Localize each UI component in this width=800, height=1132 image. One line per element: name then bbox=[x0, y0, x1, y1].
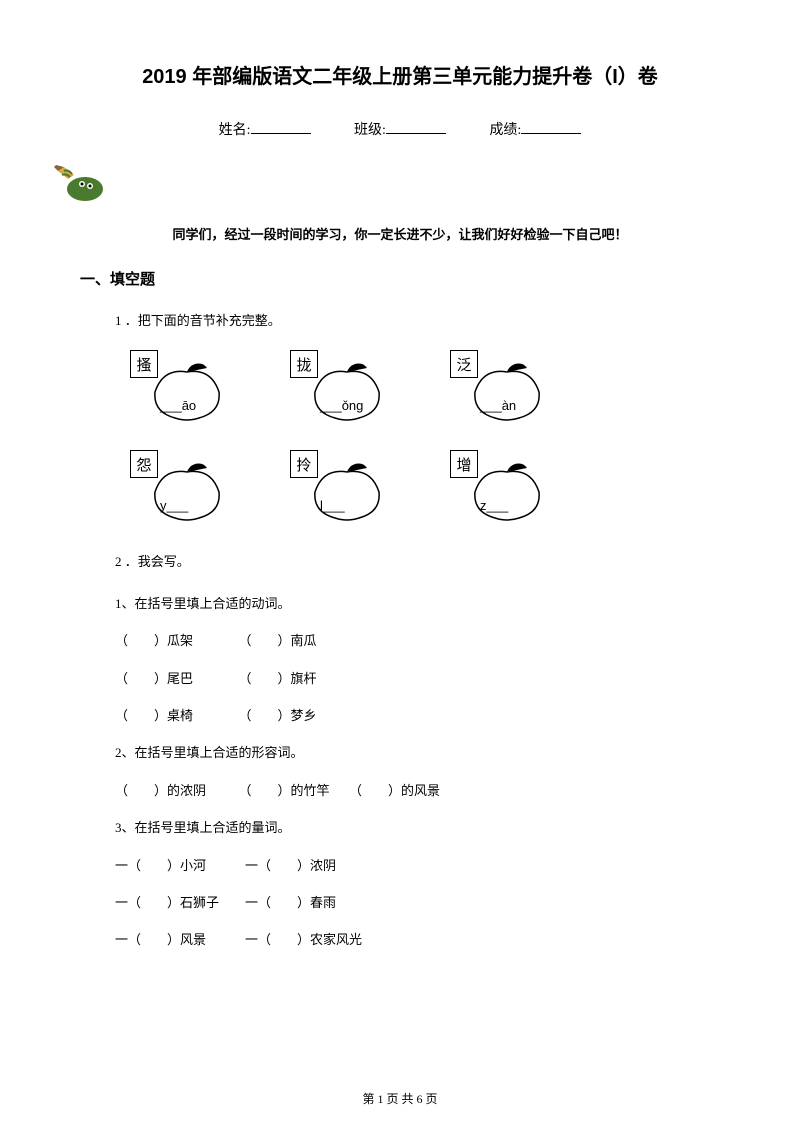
char-box: 泛 bbox=[450, 350, 478, 378]
sub-question-3: 3、在括号里填上合适的量词。 bbox=[115, 816, 720, 839]
page-title: 2019 年部编版语文二年级上册第三单元能力提升卷（I）卷 bbox=[80, 60, 720, 89]
sub-question-2: 2、在括号里填上合适的形容词。 bbox=[115, 741, 720, 764]
pinyin-text: l___ bbox=[320, 498, 345, 513]
apple-item: 泛 ___àn bbox=[450, 350, 550, 425]
student-info-line: 姓名: 班级: 成绩: bbox=[80, 119, 720, 139]
char-box: 增 bbox=[450, 450, 478, 478]
fill-line: （ ）的浓阴 （ ）的竹竿 （ ）的风景 bbox=[115, 779, 720, 802]
page-footer: 第 1 页 共 6 页 bbox=[0, 1090, 800, 1107]
footer-middle: 页 共 bbox=[383, 1092, 416, 1106]
fill-line: （ ）桌椅 （ ）梦乡 bbox=[115, 704, 720, 727]
pencil-icon bbox=[50, 159, 110, 209]
pinyin-text: ___ǒng bbox=[320, 398, 363, 413]
pinyin-text: ___àn bbox=[480, 398, 516, 413]
pinyin-text: z___ bbox=[480, 498, 508, 513]
char-box: 拎 bbox=[290, 450, 318, 478]
char-box: 拢 bbox=[290, 350, 318, 378]
fill-line: 一（ ）风景 一（ ）农家风光 bbox=[115, 928, 720, 951]
pinyin-text: ___āo bbox=[160, 398, 196, 413]
fill-line: 一（ ）石狮子 一（ ）春雨 bbox=[115, 891, 720, 914]
apple-item: 拎 l___ bbox=[290, 450, 390, 525]
fill-line: （ ）瓜架 （ ）南瓜 bbox=[115, 629, 720, 652]
footer-suffix: 页 bbox=[423, 1092, 438, 1106]
score-label: 成绩: bbox=[489, 123, 521, 138]
section-1-header: 一、填空题 bbox=[80, 268, 720, 289]
apple-item: 怨 y___ bbox=[130, 450, 230, 525]
footer-prefix: 第 bbox=[362, 1092, 377, 1106]
class-blank bbox=[386, 133, 446, 134]
char-box: 搔 bbox=[130, 350, 158, 378]
apple-item: 拢 ___ǒng bbox=[290, 350, 390, 425]
score-blank bbox=[521, 133, 581, 134]
sub-question-1: 1、在括号里填上合适的动词。 bbox=[115, 592, 720, 615]
name-blank bbox=[251, 133, 311, 134]
fill-line: （ ）尾巴 （ ）旗杆 bbox=[115, 667, 720, 690]
apple-row-2: 怨 y___ 拎 l___ 增 z___ bbox=[130, 450, 720, 525]
apple-item: 搔 ___āo bbox=[130, 350, 230, 425]
char-box: 怨 bbox=[130, 450, 158, 478]
fill-line: 一（ ）小河 一（ ）浓阴 bbox=[115, 854, 720, 877]
apple-row-1: 搔 ___āo 拢 ___ǒng 泛 ___àn bbox=[130, 350, 720, 425]
question-1-label: 1 ．把下面的音节补充完整。 bbox=[115, 309, 720, 332]
apple-item: 增 z___ bbox=[450, 450, 550, 525]
intro-text: 同学们，经过一段时间的学习，你一定长进不少，让我们好好检验一下自己吧！ bbox=[80, 224, 720, 243]
pinyin-text: y___ bbox=[160, 498, 188, 513]
class-label: 班级: bbox=[354, 123, 386, 138]
question-2-label: 2 ．我会写。 bbox=[115, 550, 720, 573]
name-label: 姓名: bbox=[219, 123, 251, 138]
